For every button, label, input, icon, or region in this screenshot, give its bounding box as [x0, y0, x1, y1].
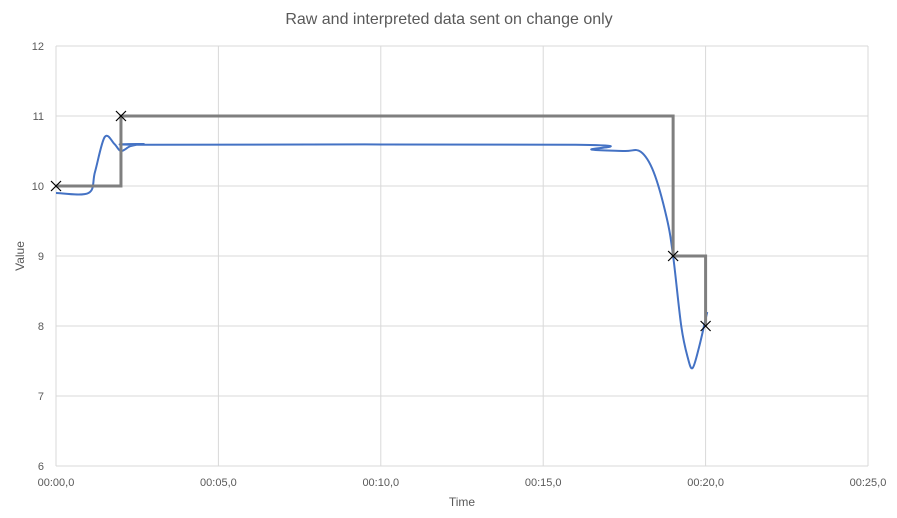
- x-tick-label: 00:05,0: [200, 477, 237, 489]
- raw-data-line: [55, 134, 709, 370]
- x-tick-label: 00:10,0: [362, 477, 399, 489]
- y-axis-ticks: 6 7 8 9 10 11 12: [32, 41, 44, 473]
- x-marker: [50, 180, 62, 192]
- y-tick-label: 9: [38, 251, 44, 263]
- markers: [50, 110, 712, 332]
- x-tick-label: 00:15,0: [525, 477, 562, 489]
- y-tick-label: 7: [38, 391, 44, 403]
- x-tick-label: 00:00,0: [38, 477, 75, 489]
- x-marker-stroke: [115, 110, 127, 122]
- interpreted-step-line: [56, 114, 708, 326]
- y-tick-label: 6: [38, 461, 44, 473]
- x-marker: [700, 320, 712, 332]
- x-tick-label: 00:25,0: [850, 477, 887, 489]
- x-marker: [115, 110, 127, 122]
- grid: [55, 45, 869, 467]
- x-axis-ticks: 00:00,0 00:05,0 00:10,0 00:15,0 00:20,0 00:25…: [38, 477, 887, 489]
- x-marker: [667, 250, 679, 262]
- series-group: [55, 114, 709, 370]
- x-marker-stroke: [700, 320, 712, 332]
- x-axis-label: Time: [449, 495, 476, 509]
- y-axis-label: Value: [13, 241, 27, 271]
- y-tick-label: 11: [33, 111, 44, 123]
- chart-title: Raw and interpreted data sent on change …: [285, 11, 612, 28]
- x-tick-label: 00:20,0: [687, 477, 724, 489]
- y-tick-label: 10: [32, 181, 44, 193]
- y-tick-label: 12: [32, 41, 44, 53]
- x-marker-stroke: [667, 250, 679, 262]
- x-marker-stroke: [50, 180, 62, 192]
- y-tick-label: 8: [38, 321, 44, 333]
